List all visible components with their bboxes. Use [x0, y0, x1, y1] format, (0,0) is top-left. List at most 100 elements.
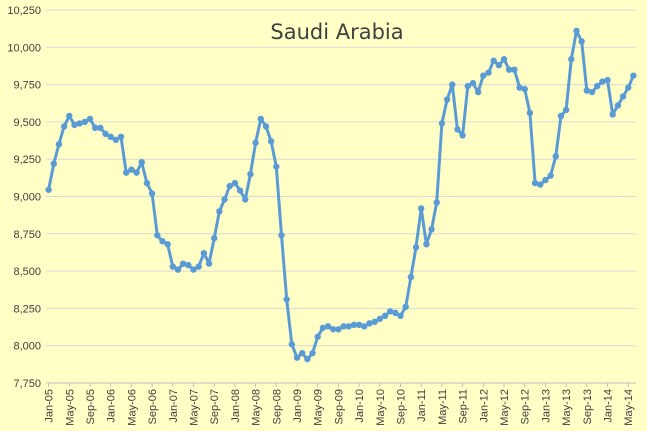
- data-point: [418, 205, 425, 212]
- data-point: [474, 88, 482, 96]
- data-point: [117, 133, 125, 141]
- x-tick-label: Jan-09: [292, 389, 304, 423]
- data-point: [516, 84, 523, 91]
- x-axis-ticks: Jan-05 May-05 Sep-05 Jan-06 May-06 Sep-06 Jan-…: [44, 383, 635, 426]
- data-point: [267, 138, 275, 145]
- data-point: [304, 355, 311, 363]
- data-point: [102, 130, 109, 138]
- data-point: [506, 66, 513, 73]
- data-point: [314, 333, 321, 340]
- data-point: [552, 153, 559, 160]
- data-point: [278, 232, 285, 239]
- data-point: [542, 176, 549, 184]
- x-tick-label: May-14: [623, 389, 635, 426]
- data-point: [86, 115, 94, 123]
- data-point: [443, 96, 451, 103]
- x-tick-label: Jan-14: [603, 389, 615, 423]
- x-tick-label: May-12: [499, 389, 511, 426]
- data-point: [143, 179, 151, 187]
- data-point: [216, 208, 223, 215]
- data-point: [324, 323, 332, 330]
- data-point: [242, 196, 249, 203]
- data-point: [221, 196, 228, 203]
- data-point: [625, 84, 632, 91]
- data-point: [355, 321, 363, 329]
- data-point: [148, 190, 156, 197]
- data-point: [293, 354, 301, 361]
- data-point: [257, 115, 264, 123]
- data-point: [423, 241, 430, 248]
- x-tick-label: May-13: [561, 389, 573, 426]
- data-point: [345, 323, 352, 330]
- data-point: [449, 81, 456, 88]
- data-point: [164, 241, 171, 248]
- data-point: [273, 163, 280, 170]
- data-point: [262, 123, 270, 130]
- x-tick-label: Jan-08: [230, 389, 242, 423]
- x-tick-label: Jan-05: [44, 389, 56, 423]
- data-point: [211, 235, 218, 242]
- data-point: [298, 349, 306, 357]
- data-point: [154, 232, 161, 239]
- x-tick-label: Sep-05: [85, 389, 97, 424]
- data-point: [200, 249, 208, 257]
- y-tick-label: 9,500: [13, 117, 41, 129]
- data-point: [283, 296, 290, 303]
- data-point: [169, 263, 176, 270]
- data-point: [45, 186, 52, 193]
- data-point: [205, 260, 213, 267]
- data-point: [376, 315, 384, 323]
- data-point: [438, 120, 446, 127]
- data-point: [381, 312, 389, 320]
- data-point: [107, 133, 114, 141]
- data-point: [511, 66, 518, 73]
- data-point: [112, 136, 120, 144]
- y-tick-label: 9,000: [13, 192, 41, 204]
- data-point: [464, 82, 471, 90]
- x-tick-label: Jan-06: [106, 389, 118, 423]
- data-point: [190, 266, 197, 273]
- data-point: [55, 141, 63, 148]
- data-point: [526, 109, 534, 117]
- x-tick-label: Sep-13: [582, 389, 594, 424]
- x-tick-label: Jan-11: [416, 389, 428, 422]
- x-tick-label: May-06: [126, 389, 138, 426]
- data-point: [50, 160, 57, 167]
- gridlines: [46, 9, 636, 384]
- x-tick-label: May-08: [251, 389, 263, 426]
- data-point: [459, 132, 466, 139]
- data-point: [236, 187, 244, 194]
- data-point: [480, 72, 487, 79]
- data-point: [469, 79, 477, 87]
- x-tick-label: Jan-07: [168, 389, 180, 423]
- data-point: [386, 308, 394, 315]
- data-point: [599, 78, 606, 85]
- data-point: [66, 112, 73, 120]
- y-tick-label: 8,250: [13, 303, 41, 315]
- data-point: [247, 170, 254, 178]
- data-point: [397, 312, 404, 320]
- data-point: [562, 106, 570, 114]
- data-point: [133, 169, 140, 176]
- x-tick-label: May-05: [64, 389, 76, 426]
- data-point: [159, 238, 166, 245]
- data-point: [335, 326, 342, 333]
- data-point: [138, 158, 145, 166]
- y-axis-ticks: 7,750 8,000 8,250 8,500 8,750 9,000 9,250 9,500…: [7, 5, 41, 390]
- x-tick-label: Sep-10: [396, 389, 408, 424]
- data-point: [614, 102, 622, 109]
- x-tick-label: Jan-10: [354, 389, 366, 423]
- data-point: [195, 263, 202, 270]
- data-point: [412, 244, 420, 251]
- data-point: [454, 126, 461, 133]
- data-point: [128, 166, 135, 173]
- data-point: [593, 82, 601, 90]
- data-point: [392, 309, 399, 317]
- data-point: [91, 124, 99, 132]
- y-tick-label: 9,750: [13, 80, 41, 92]
- data-point: [619, 93, 627, 100]
- data-point: [185, 261, 192, 269]
- data-point: [485, 69, 492, 76]
- data-point: [583, 87, 591, 94]
- data-point: [81, 118, 89, 126]
